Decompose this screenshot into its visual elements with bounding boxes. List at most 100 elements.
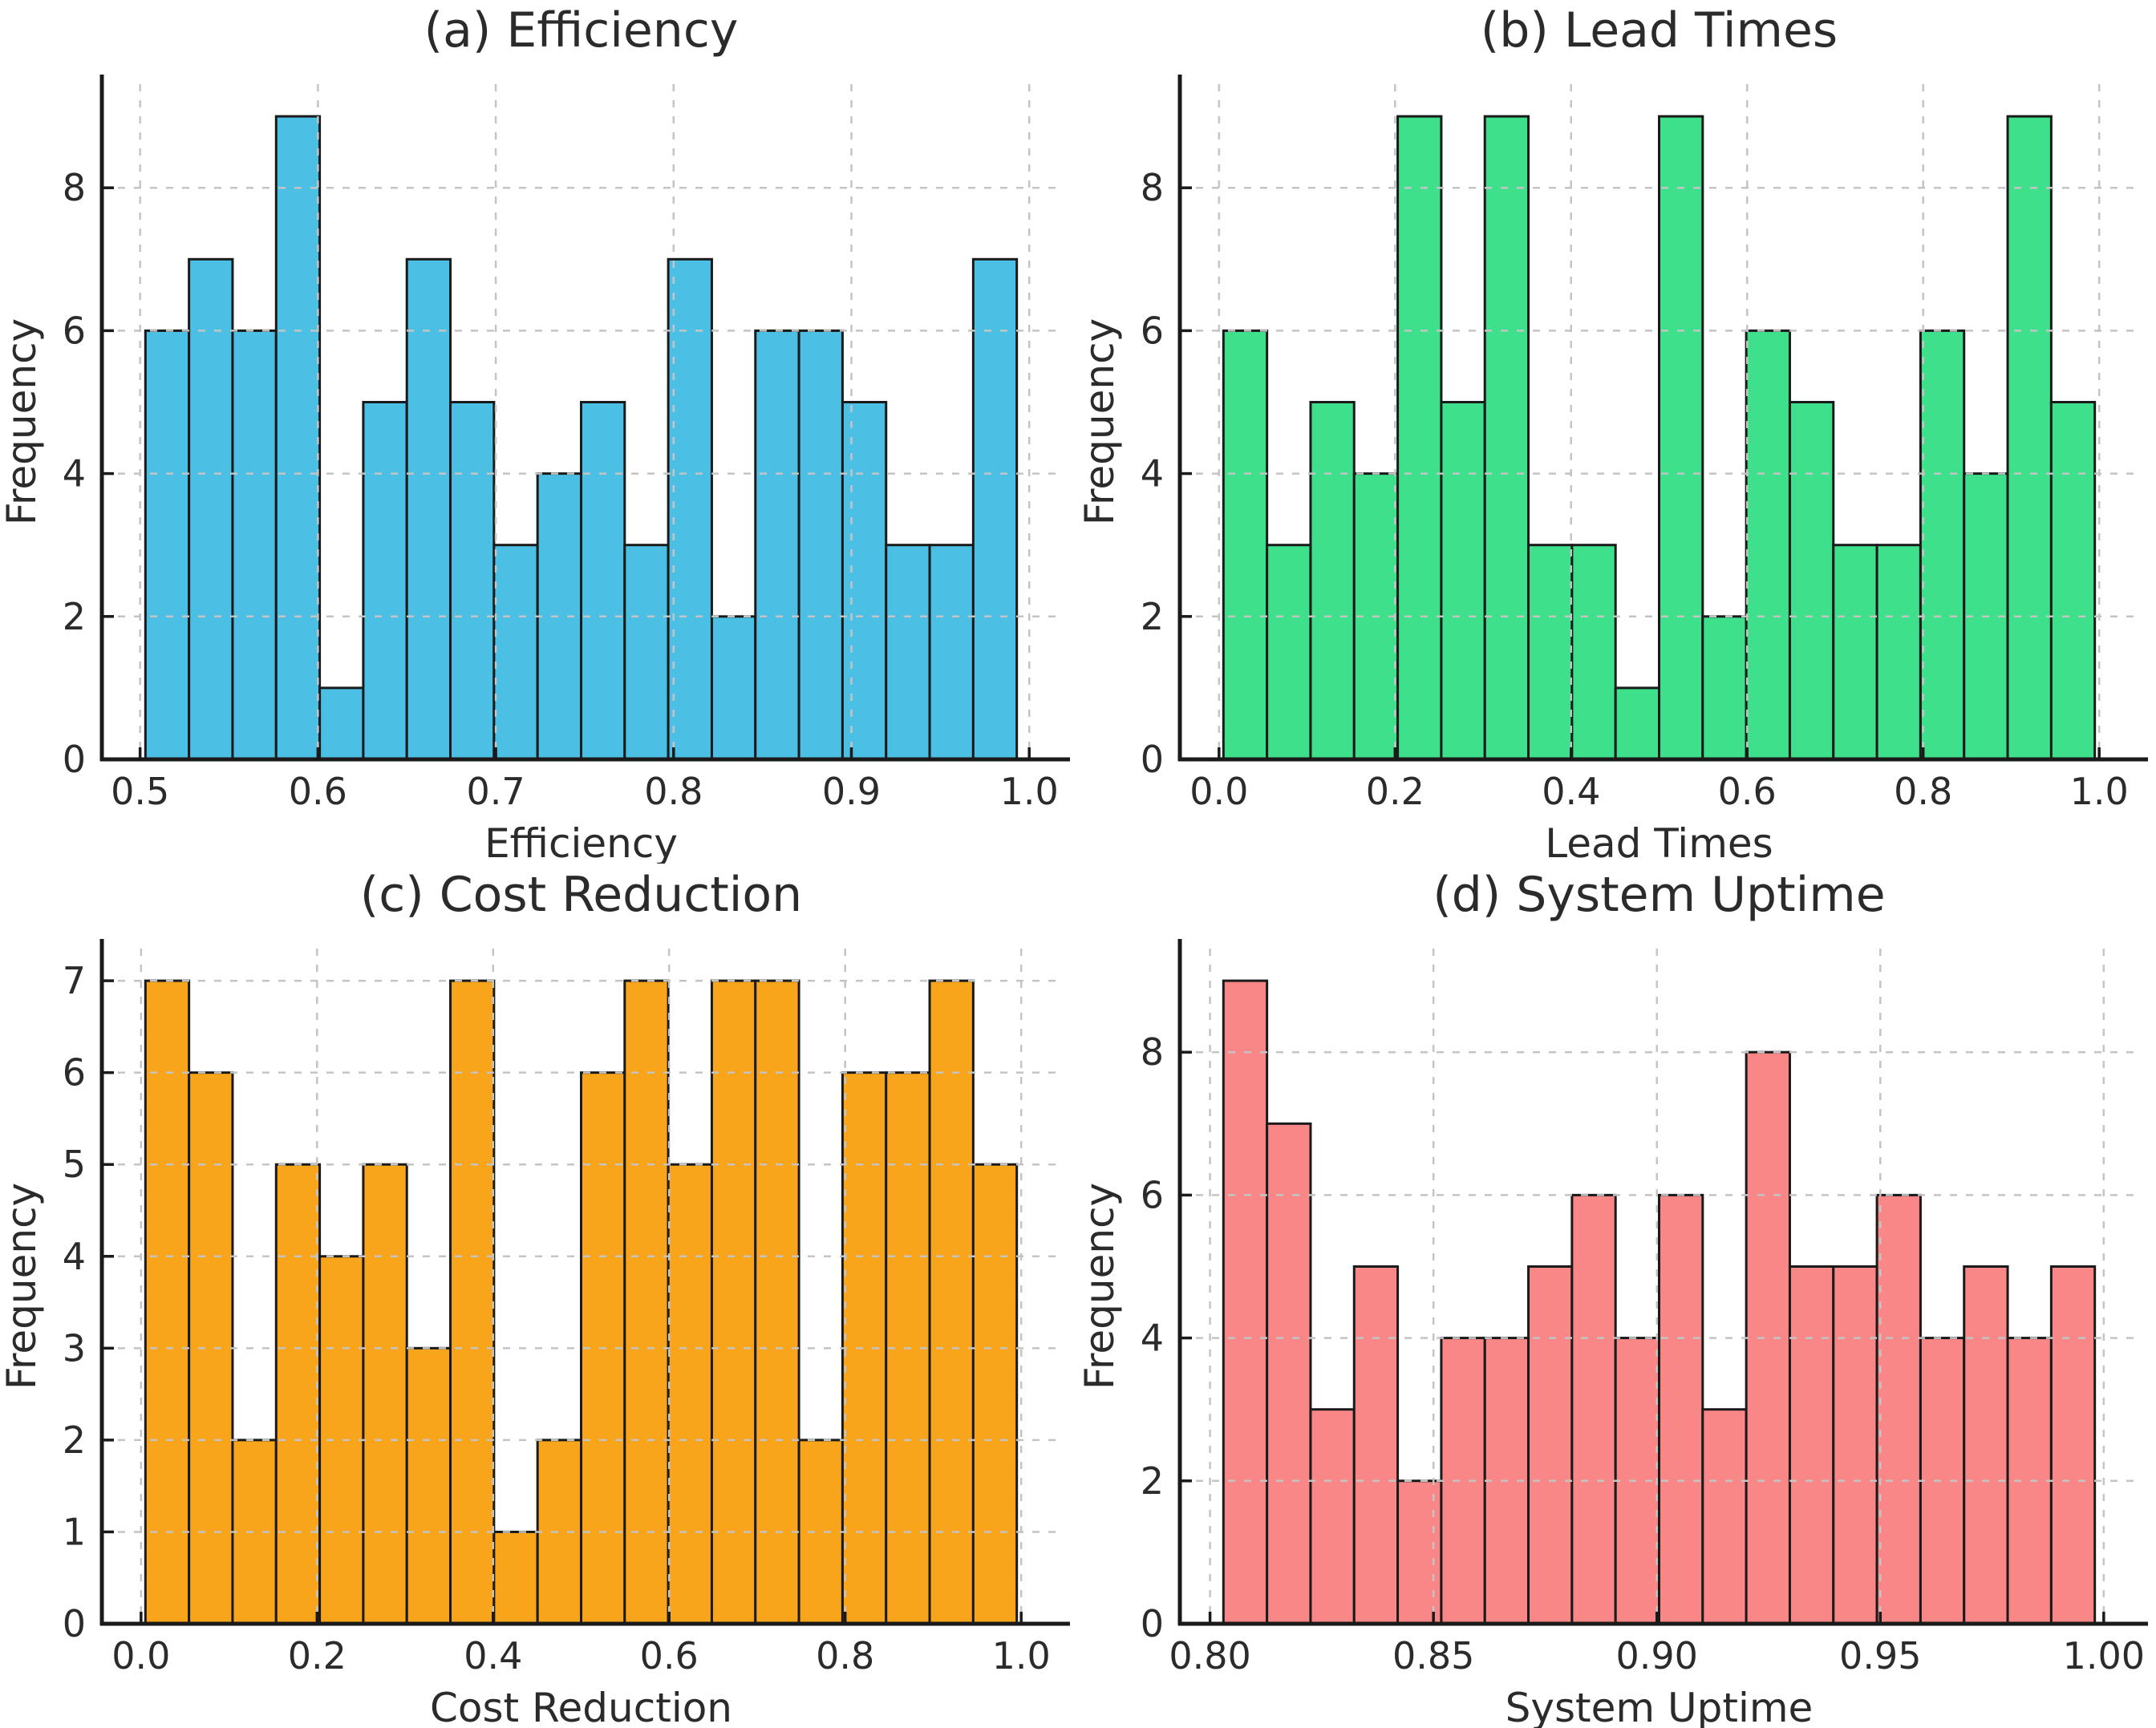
histogram-bar (1875, 544, 1922, 761)
histogram-bar (667, 257, 713, 761)
y-tick-label: 5 (63, 1143, 86, 1186)
x-axis-label: Efficiency (484, 820, 678, 864)
x-tick-label: 0.80 (1169, 1634, 1250, 1677)
x-tick-label: 0.8 (644, 770, 703, 813)
histogram-bar (536, 472, 583, 761)
histogram-bar (231, 1439, 278, 1625)
subplot-title: (a) Efficiency (424, 2, 739, 59)
x-tick-label: 0.7 (467, 770, 525, 813)
y-tick-label: 0 (1141, 738, 1164, 781)
histogram-bar (841, 400, 888, 761)
y-tick-label: 6 (63, 309, 86, 352)
histogram-bar (1788, 1265, 1835, 1625)
histogram-bar (623, 544, 670, 761)
y-tick-label: 4 (1141, 452, 1164, 496)
y-tick-label: 4 (63, 1235, 86, 1278)
histogram-bar (2049, 400, 2097, 761)
x-tick-label: 0.0 (111, 1634, 170, 1677)
histogram-bar (231, 329, 278, 761)
histogram-bar (1745, 1050, 1791, 1625)
histogram-bar (492, 544, 539, 761)
y-tick-label: 6 (63, 1051, 86, 1095)
histogram-bar (797, 329, 844, 761)
x-axis-label: Lead Times (1545, 820, 1773, 864)
histogram-bar (318, 1255, 365, 1625)
x-tick-label: 0.8 (1894, 770, 1952, 813)
histogram-bar (1396, 1479, 1443, 1625)
histogram-bar (667, 1163, 713, 1625)
histogram-bar (1352, 1265, 1400, 1625)
histogram-bar (1527, 1265, 1574, 1625)
histogram-bar (710, 979, 757, 1625)
histogram-bar (1658, 115, 1704, 761)
x-axis-label: System Uptime (1506, 1685, 1814, 1728)
y-tick-label: 8 (1141, 166, 1164, 209)
histogram-bar (144, 979, 191, 1625)
y-tick-label: 8 (63, 166, 86, 209)
y-axis-label: Frequency (1078, 318, 1123, 525)
histogram-bar (362, 400, 408, 761)
x-tick-label: 1.00 (2063, 1634, 2145, 1677)
y-tick-label: 4 (1141, 1317, 1164, 1360)
histogram-bar (362, 1163, 408, 1625)
y-tick-label: 6 (1141, 1173, 1164, 1216)
histogram-bar (1570, 1193, 1617, 1625)
y-tick-label: 0 (63, 1602, 86, 1645)
histogram-bar (1745, 329, 1791, 761)
histogram-bar (971, 1163, 1019, 1625)
histogram-bar (1875, 1193, 1922, 1625)
histogram-bar (580, 400, 626, 761)
y-tick-label: 1 (63, 1510, 86, 1553)
histogram-bar (1266, 544, 1312, 761)
histogram-bar (928, 979, 975, 1625)
histogram-bar (797, 1439, 844, 1625)
subplot-title: (b) Lead Times (1481, 2, 1838, 59)
subplot-title: (d) System Uptime (1433, 867, 1885, 923)
x-axis-label: Cost Reduction (430, 1685, 732, 1728)
histogram-bar (1570, 544, 1617, 761)
histogram-bar (1614, 686, 1661, 761)
histogram-bar (492, 1530, 539, 1625)
histogram-bar (274, 115, 322, 761)
x-tick-label: 0.4 (1542, 770, 1600, 813)
x-tick-label: 0.2 (1366, 770, 1424, 813)
x-tick-label: 0.6 (1718, 770, 1777, 813)
y-tick-label: 2 (1141, 595, 1164, 638)
y-axis-label: Frequency (0, 318, 45, 525)
histogram-bar (841, 1071, 888, 1625)
histogram-bar (1309, 1408, 1356, 1625)
histogram-bar (1440, 400, 1486, 761)
histogram-bar (1788, 400, 1835, 761)
y-tick-label: 3 (63, 1326, 86, 1370)
histogram-bar (405, 257, 452, 761)
histogram-bar (971, 257, 1019, 761)
x-tick-label: 1.0 (1000, 770, 1059, 813)
histogram-bar (2006, 115, 2053, 761)
histogram-bar (318, 686, 365, 761)
subplot-lead-times: 0.0 0.2 0.4 0.6 0.8 1.0 0 2 4 6 8 (b) Lead Times Lea… (1078, 2, 2148, 864)
histogram-bar (885, 544, 931, 761)
histogram-bar (1222, 329, 1269, 761)
histogram-bar (1919, 1337, 1966, 1625)
y-axis-label: Frequency (1078, 1183, 1123, 1390)
y-tick-label: 7 (63, 959, 86, 1002)
subplot-efficiency: 0.5 0.6 0.7 0.8 0.9 1.0 0 2 4 6 8 (a) Efficiency Eff… (0, 2, 1070, 864)
histogram-bar (1832, 544, 1878, 761)
subplot-cost-reduction: 0.0 0.2 0.4 0.6 0.8 1.0 0 1 2 3 4 5 6 7 (c) Cost Reduc… (0, 867, 1070, 1728)
histogram-bar (274, 1163, 322, 1625)
histogram-bar (188, 257, 234, 761)
x-tick-label: 0.4 (464, 1634, 522, 1677)
y-tick-label: 4 (63, 452, 86, 496)
y-tick-label: 8 (1141, 1030, 1164, 1074)
histogram-bar (1919, 329, 1966, 761)
y-tick-label: 2 (63, 1418, 86, 1462)
x-tick-label: 0.9 (822, 770, 881, 813)
histogram-bar (1658, 1193, 1704, 1625)
histogram-bar (1832, 1265, 1878, 1625)
x-tick-label: 1.0 (2070, 770, 2129, 813)
y-tick-label: 2 (63, 595, 86, 638)
histogram-bar (1701, 1408, 1748, 1625)
x-tick-label: 0.6 (289, 770, 347, 813)
x-tick-label: 0.2 (288, 1634, 346, 1677)
